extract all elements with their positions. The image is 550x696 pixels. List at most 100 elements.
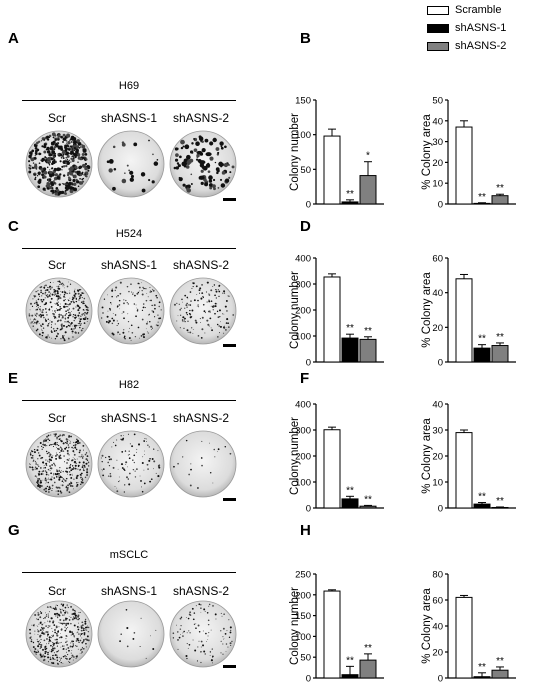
- y-tick-label: 40: [432, 116, 443, 127]
- bar: [491, 195, 509, 205]
- significance-label: **: [478, 492, 486, 503]
- scale-bar: [223, 665, 236, 668]
- colony-dish-image: [97, 430, 165, 498]
- bar: [323, 135, 341, 205]
- significance-label: **: [364, 326, 372, 337]
- bar: [323, 429, 341, 509]
- title-underline: [22, 248, 236, 249]
- significance-label: **: [346, 189, 354, 200]
- y-tick-label: 200: [295, 306, 311, 317]
- legend-label-shasns-1: shASNS-1: [455, 22, 507, 34]
- bar: [341, 201, 359, 205]
- bar: [455, 278, 473, 363]
- bar-chart: % Colony area 0 20 40 60 80 ** **: [421, 570, 516, 685]
- y-tick-label: 300: [295, 280, 311, 291]
- cell-line-title: H82: [118, 379, 140, 391]
- y-tick-label: 0: [306, 358, 311, 369]
- colony-dish-image: [169, 277, 237, 345]
- condition-label-shasns-2: shASNS-2: [172, 258, 230, 272]
- significance-label: *: [366, 151, 370, 162]
- bar: [359, 659, 377, 679]
- y-tick-label: 30: [432, 137, 443, 148]
- legend-swatch-shasns-2: [427, 42, 449, 51]
- y-axis-label: Colony number: [289, 417, 301, 495]
- y-axis-label: Colony number: [289, 271, 301, 349]
- panel-letter-e: E: [8, 370, 19, 387]
- y-tick-label: 20: [432, 158, 443, 169]
- bar: [323, 276, 341, 363]
- significance-label: **: [496, 332, 504, 343]
- condition-label-scr: Scr: [48, 111, 66, 125]
- y-axis-label: % Colony area: [421, 418, 433, 494]
- significance-label: **: [496, 183, 504, 194]
- bar: [491, 345, 509, 363]
- cell-line-title: mSCLC: [109, 549, 149, 561]
- colony-dish-image: [25, 430, 93, 498]
- condition-label-shasns-1: shASNS-1: [100, 258, 158, 272]
- bar: [455, 596, 473, 679]
- condition-label-shasns-1: shASNS-1: [100, 111, 158, 125]
- legend-swatch-shasns-1: [427, 24, 449, 33]
- y-tick-label: 400: [295, 400, 311, 411]
- scale-bar: [223, 498, 236, 501]
- y-tick-label: 40: [432, 400, 443, 411]
- significance-label: **: [364, 494, 372, 505]
- bar: [323, 590, 341, 679]
- y-tick-label: 20: [432, 452, 443, 463]
- colony-dish-image: [169, 130, 237, 198]
- y-tick-label: 80: [432, 570, 443, 581]
- y-tick-label: 10: [432, 478, 443, 489]
- bar: [341, 674, 359, 679]
- y-tick-label: 0: [438, 504, 443, 515]
- y-tick-label: 40: [432, 622, 443, 633]
- y-tick-label: 0: [306, 674, 311, 685]
- panel-letter-c: C: [8, 218, 19, 235]
- y-tick-label: 100: [295, 632, 311, 643]
- y-tick-label: 250: [295, 570, 311, 581]
- colony-dish-image: [25, 277, 93, 345]
- colony-dish-image: [97, 130, 165, 198]
- significance-label: **: [478, 192, 486, 203]
- cell-line-title: H524: [115, 228, 143, 240]
- legend-label-scramble: Scramble: [455, 4, 502, 16]
- y-tick-label: 400: [295, 254, 311, 265]
- y-tick-label: 100: [295, 478, 311, 489]
- bar: [455, 126, 473, 205]
- significance-label: **: [346, 485, 354, 496]
- panel-letter-h: H: [300, 522, 311, 539]
- y-axis-label: Colony number: [289, 587, 301, 665]
- y-axis-label: % Colony area: [421, 114, 433, 190]
- scale-bar: [223, 344, 236, 347]
- colony-dish-image: [97, 600, 165, 668]
- y-tick-label: 300: [295, 426, 311, 437]
- significance-label: **: [346, 323, 354, 334]
- y-tick-label: 150: [295, 611, 311, 622]
- bar-chart: % Colony area 0 10 20 30 40 ** **: [421, 400, 516, 515]
- y-tick-label: 150: [295, 96, 311, 107]
- condition-label-scr: Scr: [48, 411, 66, 425]
- condition-label-shasns-2: shASNS-2: [172, 111, 230, 125]
- significance-label: **: [364, 643, 372, 654]
- y-tick-label: 0: [438, 674, 443, 685]
- colony-dish-image: [25, 600, 93, 668]
- bar: [473, 347, 491, 363]
- scale-bar: [223, 198, 236, 201]
- y-axis-label: % Colony area: [421, 272, 433, 348]
- legend-swatch-scramble: [427, 6, 449, 15]
- colony-dish-image: [97, 277, 165, 345]
- y-tick-label: 50: [300, 653, 311, 664]
- bar: [359, 175, 377, 205]
- condition-label-shasns-1: shASNS-1: [100, 584, 158, 598]
- y-tick-label: 20: [432, 648, 443, 659]
- y-tick-label: 10: [432, 179, 443, 190]
- cell-line-title: H69: [118, 80, 140, 92]
- bar: [473, 202, 491, 205]
- legend-label-shasns-2: shASNS-2: [455, 40, 507, 52]
- condition-label-scr: Scr: [48, 258, 66, 272]
- bar: [491, 506, 509, 509]
- significance-label: **: [478, 334, 486, 345]
- y-tick-label: 50: [300, 165, 311, 176]
- panel-letter-b: B: [300, 30, 311, 47]
- y-axis-label: Colony number: [289, 113, 301, 191]
